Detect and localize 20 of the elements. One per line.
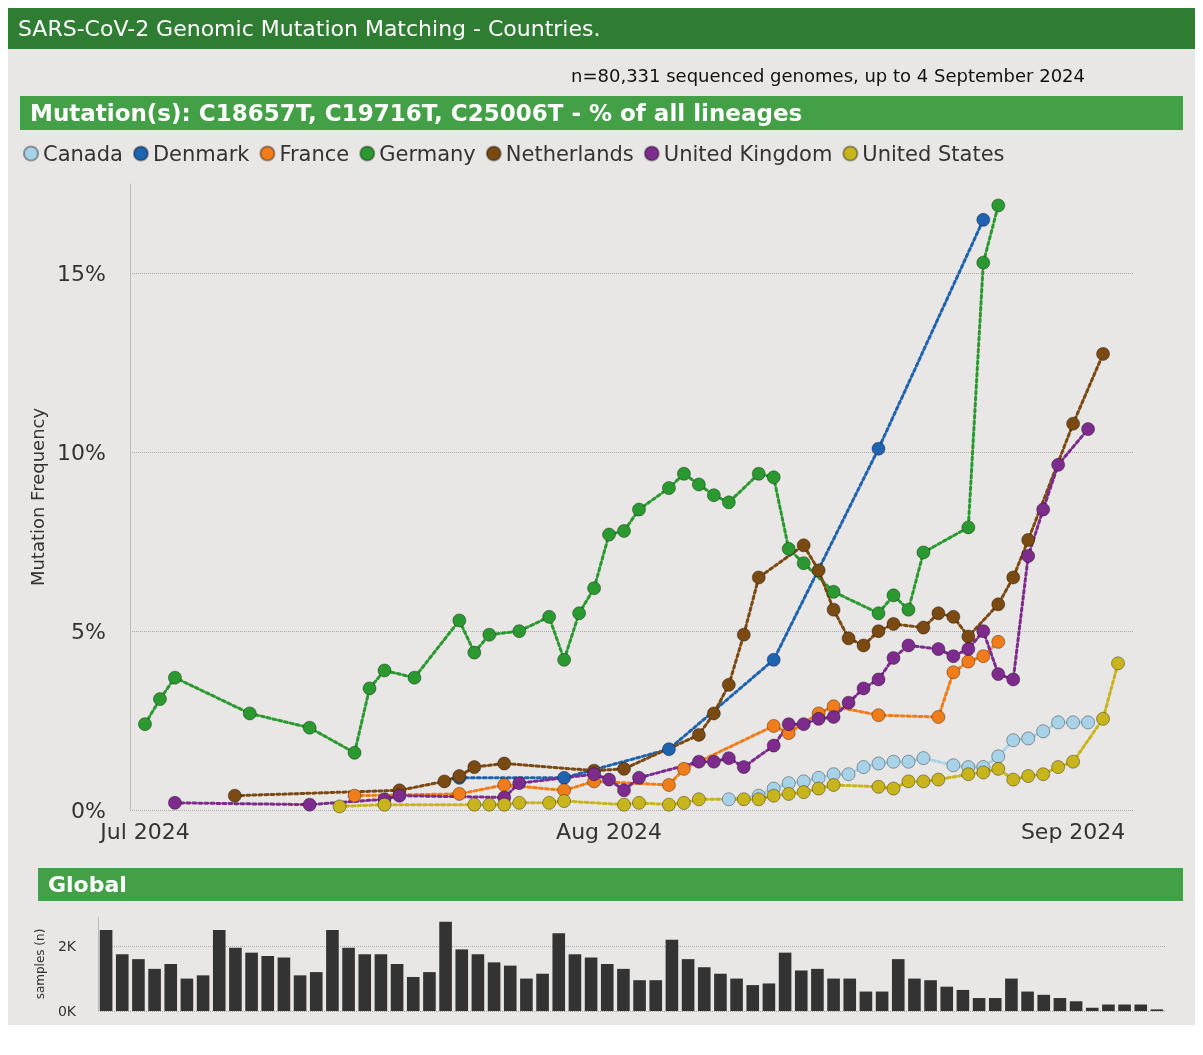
x-tick-label: Aug 2024	[556, 818, 663, 844]
legend-label: France	[279, 141, 350, 166]
legend-label: Netherlands	[505, 141, 634, 166]
chart-subtitle: n=80,331 sequenced genomes, up to 4 September 2024	[570, 64, 1086, 88]
legend-label: Germany	[379, 141, 476, 166]
y-tick-label: 15%	[57, 260, 106, 286]
y-tick-label: 2K	[57, 938, 77, 955]
chart-title: SARS-CoV-2 Genomic Mutation Matching - Countries.	[8, 8, 1195, 49]
legend-label: Denmark	[152, 141, 251, 166]
y-tick-label: 10%	[57, 439, 106, 465]
y-axis-title: samples (n)	[33, 928, 47, 1000]
y-axis-title: Mutation Frequency	[26, 407, 48, 587]
y-tick-label: 0K	[57, 1003, 77, 1019]
legend-label: Canada	[43, 141, 123, 166]
text: Mutation(s): C18657T, C19716T, C25006T - % of all lineages	[20, 96, 1183, 130]
x-tick-label: Sep 2024	[1020, 818, 1126, 844]
y-tick-label: 5%	[71, 618, 106, 644]
chart-title: Global	[38, 868, 1183, 901]
legend-label: United Kingdom	[663, 141, 833, 166]
legend-label: United States	[862, 141, 1005, 166]
